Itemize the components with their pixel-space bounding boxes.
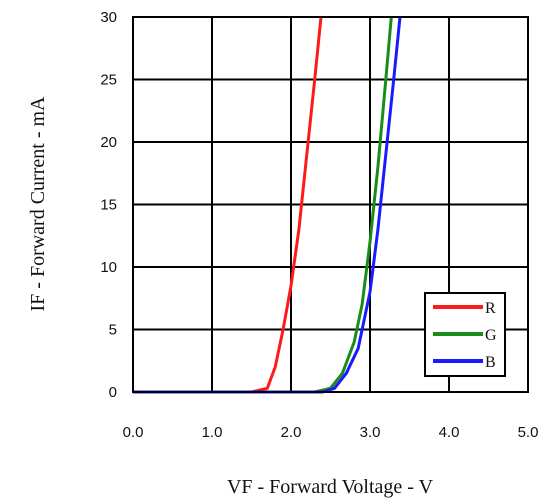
y-tick-label: 30 [100,9,117,26]
plot-frame [132,16,529,393]
x-tick-label: 5.0 [518,424,539,441]
x-tick-label: 0.0 [123,424,144,441]
x-axis-title: VF - Forward Voltage - V [227,476,434,498]
y-tick-label: 10 [100,259,117,276]
x-tick-label: 2.0 [281,424,302,441]
y-tick-label: 0 [109,384,117,401]
y-tick-label: 15 [100,197,117,214]
y-axis-title: IF - Forward Current - mA [27,96,49,312]
x-tick-label: 1.0 [202,424,223,441]
legend-label-g: G [485,327,497,344]
legend-label-r: R [485,300,496,317]
legend: RGB [424,292,506,377]
legend-label-b: B [485,354,496,371]
x-tick-label: 4.0 [439,424,460,441]
y-tick-label: 5 [109,322,117,339]
x-tick-labels: 0.0 1.0 2.0 3.0 4.0 5.0 [123,424,539,441]
series-line-r [133,16,323,394]
y-tick-label: 25 [100,72,117,89]
y-tick-labels: 0 5 10 15 20 25 30 [100,9,117,401]
series-lines [133,16,402,394]
series-line-g [133,16,393,394]
series-line-b [133,16,402,394]
y-tick-label: 20 [100,134,117,151]
x-tick-label: 3.0 [360,424,381,441]
